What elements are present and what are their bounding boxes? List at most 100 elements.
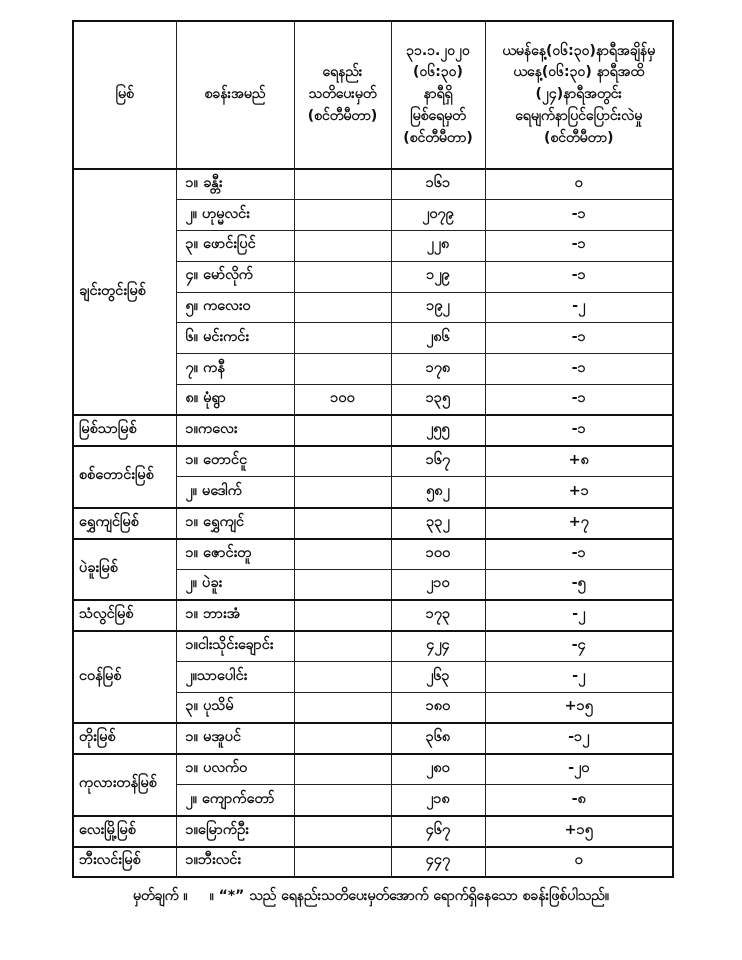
river-cell: ပဲခူးမြစ် [72, 537, 177, 601]
warning-level-cell [293, 599, 392, 632]
station-cell: ၁။ ဘားအံ [175, 599, 295, 632]
river-level-cell: ၄၆၇ [390, 814, 486, 848]
river-cell: သံလွင်မြစ် [72, 599, 177, 632]
river-level-cell: ၂၂၈ [390, 230, 486, 262]
table-row: မြစ်သာမြစ် ၁။ကလေး ၂၅၅ -၁ [72, 414, 674, 447]
river-level-cell: ၄၂၄ [390, 629, 486, 663]
station-cell: ၂။သာပေါင်း [175, 661, 295, 694]
change-cell: +၈ [484, 445, 674, 478]
river-level-cell: ၁၀၀ [390, 537, 486, 570]
footer-note: မှတ်ချက် ။ ။ “*” သည် ရေနည်းသတိပေးမှတ်အောက… [0, 886, 742, 907]
change-cell: -၁ [484, 322, 674, 355]
river-levels-table: မြစ် စခန်းအမည် ရေနည်း သတိပေးမှတ် (စင်တီမ… [72, 20, 674, 879]
station-cell: ၁။ကလေး [175, 414, 295, 447]
river-cell: မြစ်သာမြစ် [72, 414, 177, 447]
station-cell: ၈။ မုံရွာ [175, 384, 295, 416]
station-cell: ၂။ ပဲခူး [175, 568, 295, 601]
river-level-cell: ၁၉၂ [390, 291, 486, 324]
table-body: ချင်းတွင်းမြစ် ၁။ ခန္တီး ၁၆၁၀၂။ ဟုမ္မလင်း၂… [72, 167, 674, 878]
station-cell: ၁။ ဇောင်းတူ [175, 537, 295, 570]
station-cell: ၁။ဘီးလင်း [175, 845, 295, 878]
warning-level-cell [293, 353, 392, 386]
table-row: ၂။ ကျောက်တော် ၂၁၈ -၈ [73, 784, 674, 817]
table-row: ၂။ မဒေါက် ၅၈၂ +၁ [73, 476, 674, 509]
warning-level-cell [293, 692, 392, 724]
change-cell: +၇ [484, 506, 674, 540]
table-row: ချင်းတွင်းမြစ် ၁။ ခန္တီး ၁၆၁၀ [72, 167, 674, 416]
change-cell: +၁၅ [484, 692, 674, 724]
river-level-cell: ၁၈၀ [390, 692, 486, 724]
change-cell: -၂၀ [484, 753, 674, 786]
river-level-cell: ၂၁၀ [390, 568, 486, 601]
change-cell: -၁ [484, 384, 674, 416]
warning-level-cell [293, 414, 392, 447]
station-cell: ၃။ ပုသိမ် [175, 692, 295, 724]
station-cell: ၁။မြောက်ဦး [175, 814, 295, 848]
change-cell: -၁ [484, 230, 674, 262]
river-level-cell: ၁၇၈ [390, 353, 486, 386]
river-level-cell: ၃၃၂ [390, 506, 486, 540]
river-level-cell: ၁၆၇ [390, 445, 486, 478]
station-cell: ၂။ ကျောက်တော် [175, 784, 295, 817]
change-cell: -၁ [484, 537, 674, 570]
change-cell: ၀ [484, 845, 674, 878]
table-row: ၆။ မင်းကင်း ၂၈၆ -၁ [73, 322, 674, 355]
table-row: ၃။ ဖောင်းပြင် ၂၂၈ -၁ [73, 230, 674, 262]
river-level-cell: ၂၆၃ [390, 661, 486, 694]
table-row: သံလွင်မြစ် ၁။ ဘားအံ ၁၇၃ -၂ [72, 599, 674, 632]
warning-level-cell [293, 784, 392, 817]
warning-level-cell [293, 753, 392, 786]
warning-level-cell [293, 568, 392, 601]
table-row: ၇။ ကနီ ၁၇၈ -၁ [73, 353, 674, 386]
station-cell: ၁။ မအူပင် [175, 722, 295, 755]
change-cell: -၁ [484, 353, 674, 386]
warning-level-cell [293, 445, 392, 478]
table-row: ၄။ မော်လိုက် ၁၂၉ -၁ [73, 260, 674, 293]
table-row: စစ်တောင်းမြစ် ၁။ တောင်ငူ ၁၆၇ +၈ [72, 445, 674, 509]
table-row: လေးမြို့မြစ် ၁။မြောက်ဦး ၄၆၇ +၁၅ [72, 814, 674, 848]
river-cell: ချင်းတွင်းမြစ် [72, 167, 177, 416]
river-cell: ကုလားတန်မြစ် [72, 753, 177, 817]
table-header: မြစ် စခန်းအမည် ရေနည်း သတိပေးမှတ် (စင်တီမ… [72, 20, 674, 170]
change-cell: -၂ [484, 291, 674, 324]
warning-level-cell [293, 506, 392, 540]
station-cell: ၅။ ကလေးဝ [175, 291, 295, 324]
river-level-cell: ၂၈၆ [390, 322, 486, 355]
change-cell: +၁ [484, 476, 674, 509]
warning-level-cell [293, 629, 392, 663]
change-cell: -၄ [484, 629, 674, 663]
station-cell: ၇။ ကနီ [175, 353, 295, 386]
warning-level-cell [293, 537, 392, 570]
river-level-cell: ၅၈၂ [390, 476, 486, 509]
warning-level-cell [293, 722, 392, 755]
river-cell: ရွှေကျင်မြစ် [72, 506, 177, 540]
river-level-cell: ၂၁၈ [390, 784, 486, 817]
change-cell: -၁ [484, 414, 674, 447]
warning-level-cell [293, 322, 392, 355]
station-cell: ၆။ မင်းကင်း [175, 322, 295, 355]
station-cell: ၂။ မဒေါက် [175, 476, 295, 509]
change-cell: -၁၂ [484, 722, 674, 755]
station-cell: ၁။ တောင်ငူ [175, 445, 295, 478]
river-cell: စစ်တောင်းမြစ် [72, 445, 177, 509]
change-cell: -၂ [484, 599, 674, 632]
header-river-level-today: ၃၁.၁.၂၀၂၀ (၀၆:၃၀) နာရီရှိ မြစ်ရေမှတ် (စင… [390, 20, 486, 170]
river-level-cell: ၁၇၃ [390, 599, 486, 632]
station-cell: ၂။ ဟုမ္မလင်း [175, 199, 295, 232]
warning-level-cell [293, 291, 392, 324]
river-level-cell: ၂၅၅ [390, 414, 486, 447]
header-low-water-warning-level: ရေနည်း သတိပေးမှတ် (စင်တီမီတာ) [293, 20, 392, 170]
change-cell: -၁ [484, 199, 674, 232]
warning-level-cell [293, 199, 392, 232]
footer-note-text: ။ “*” သည် ရေနည်းသတိပေးမှတ်အောက် ရောက်ရှိ… [209, 888, 610, 904]
river-level-cell: ၁၂၉ [390, 260, 486, 293]
warning-level-cell [293, 230, 392, 262]
river-cell: လေးမြို့မြစ် [72, 814, 177, 848]
station-cell: ၁။ ပလက်ဝ [175, 753, 295, 786]
table-row: ကုလားတန်မြစ် ၁။ ပလက်ဝ ၂၈၀ -၂၀ [72, 753, 674, 817]
warning-level-cell [293, 845, 392, 878]
river-level-cell: ၃၆၈ [390, 722, 486, 755]
header-station-name: စခန်းအမည် [175, 20, 295, 170]
river-level-cell: ၄၄၇ [390, 845, 486, 878]
